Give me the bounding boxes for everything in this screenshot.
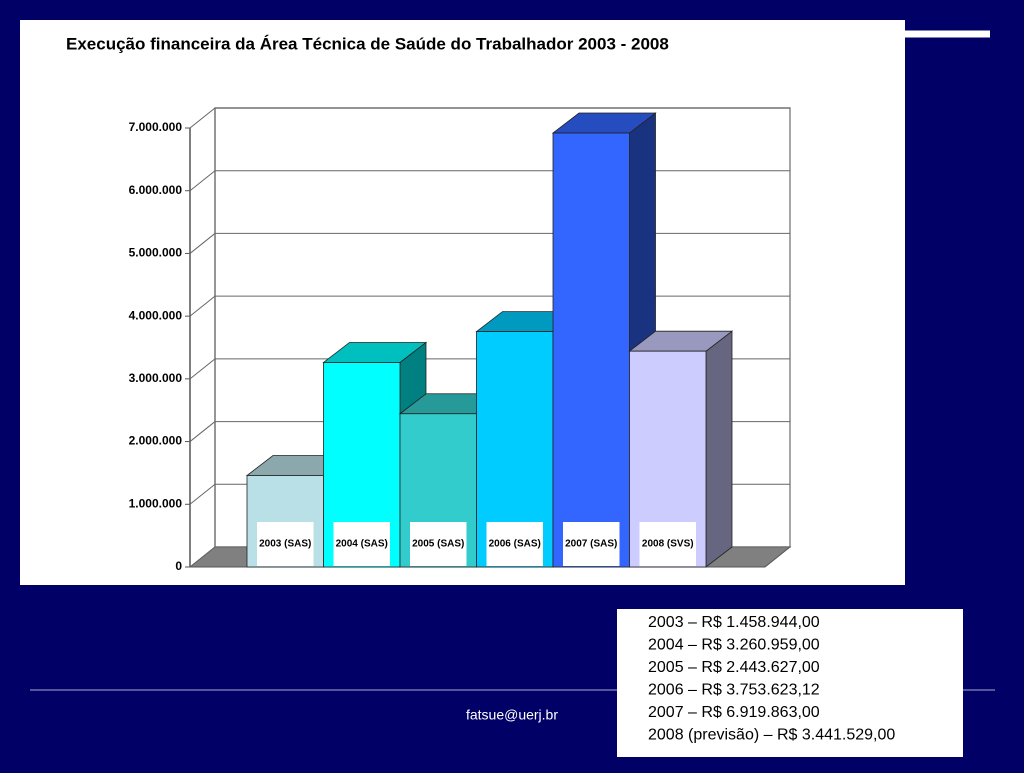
y-tick-label: 5.000.000 bbox=[129, 246, 183, 260]
x-tick-label: 2007 (SAS) bbox=[565, 539, 617, 550]
value-list-item: 2003 – R$ 1.458.944,00 bbox=[648, 614, 820, 631]
grid-line-depth bbox=[189, 233, 216, 254]
x-tick-label: 2003 (SAS) bbox=[259, 539, 311, 550]
value-list-item: 2004 – R$ 3.260.959,00 bbox=[648, 637, 820, 654]
bar-side bbox=[705, 330, 733, 568]
y-tick-label: 1.000.000 bbox=[129, 496, 183, 510]
x-tick-label: 2008 (SVS) bbox=[642, 539, 694, 550]
category-label-box bbox=[257, 522, 314, 566]
x-tick-label: 2005 (SAS) bbox=[412, 539, 464, 550]
grid-line-depth bbox=[189, 295, 216, 317]
grid-line-depth bbox=[189, 421, 216, 442]
x-tick-label: 2004 (SAS) bbox=[336, 539, 388, 550]
grid-line-depth bbox=[189, 483, 216, 505]
value-box bbox=[617, 609, 963, 757]
chart-title: Execução financeira da Área Técnica de S… bbox=[66, 34, 669, 53]
value-list-item: 2005 – R$ 2.443.627,00 bbox=[648, 659, 820, 676]
y-tick-label: 0 bbox=[175, 559, 182, 573]
y-tick-label: 7.000.000 bbox=[129, 120, 183, 134]
grid-line-depth bbox=[189, 546, 216, 568]
category-label-box bbox=[410, 522, 467, 566]
category-label-box bbox=[333, 522, 390, 566]
value-list-item: 2006 – R$ 3.753.623,12 bbox=[648, 682, 820, 699]
grid-line-depth bbox=[189, 170, 216, 192]
category-label-box bbox=[639, 522, 696, 566]
y-tick-label: 6.000.000 bbox=[129, 183, 183, 197]
y-tick-label: 3.000.000 bbox=[129, 371, 183, 385]
value-list-item: 2008 (previsão) – R$ 3.441.529,00 bbox=[648, 727, 895, 744]
grid-line-depth bbox=[189, 107, 216, 129]
category-label-box bbox=[563, 522, 620, 566]
category-label-box bbox=[486, 522, 543, 566]
footer: fatsue@uerj.br bbox=[466, 707, 558, 723]
value-list-item: 2007 – R$ 6.919.863,00 bbox=[648, 704, 820, 721]
bar bbox=[552, 132, 630, 568]
grid-line-depth bbox=[189, 358, 216, 380]
y-tick-label: 4.000.000 bbox=[129, 308, 183, 322]
y-tick-label: 2.000.000 bbox=[129, 434, 183, 448]
x-tick-label: 2006 (SAS) bbox=[489, 539, 541, 550]
